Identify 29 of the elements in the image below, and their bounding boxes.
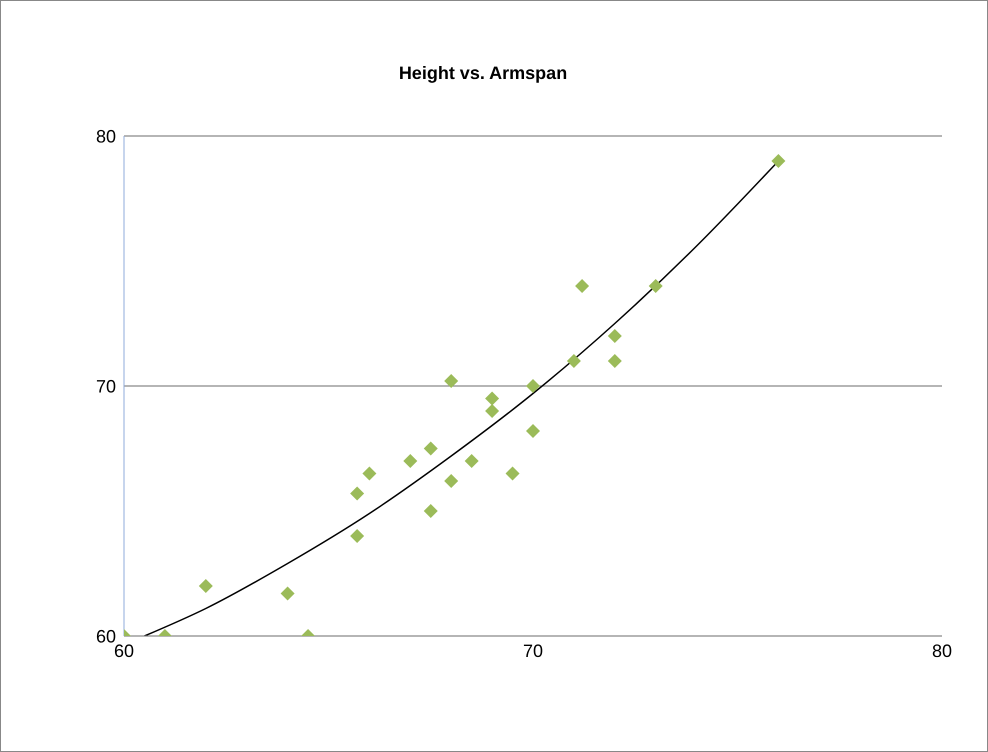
point	[771, 154, 786, 168]
point	[608, 329, 622, 343]
point	[280, 586, 295, 600]
point	[526, 379, 540, 393]
chart-title: Height vs. Armspan	[398, 63, 568, 84]
point	[424, 504, 438, 518]
point	[198, 579, 213, 593]
point	[566, 354, 581, 368]
point	[464, 454, 479, 468]
point	[485, 392, 500, 406]
x-tick-label: 60	[114, 640, 134, 661]
point	[575, 279, 590, 293]
point	[506, 466, 520, 480]
point	[444, 374, 458, 388]
point	[350, 529, 364, 543]
y-tick-label: 70	[96, 376, 116, 396]
point	[362, 466, 376, 480]
point	[350, 486, 364, 500]
y-tick-label: 80	[96, 126, 116, 146]
point	[424, 442, 438, 456]
point	[526, 424, 540, 438]
point	[444, 474, 458, 488]
x-tick-label: 70	[522, 640, 544, 661]
x-tick-label: 80	[932, 640, 952, 661]
y-tick-label: 60	[96, 626, 116, 646]
point	[485, 404, 500, 418]
point	[403, 454, 418, 468]
point	[608, 354, 622, 368]
point	[648, 279, 663, 293]
